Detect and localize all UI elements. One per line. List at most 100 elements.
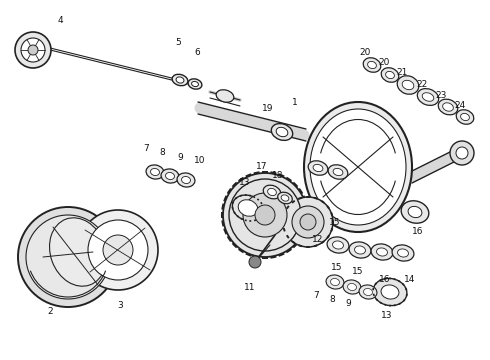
Circle shape xyxy=(78,210,158,290)
Ellipse shape xyxy=(349,242,371,258)
Ellipse shape xyxy=(368,61,376,69)
Circle shape xyxy=(15,32,51,68)
Circle shape xyxy=(229,179,301,251)
Circle shape xyxy=(21,38,45,62)
Ellipse shape xyxy=(333,168,343,176)
Ellipse shape xyxy=(417,89,439,105)
Text: 5: 5 xyxy=(175,37,181,46)
Text: 8: 8 xyxy=(329,294,335,303)
Ellipse shape xyxy=(177,173,195,187)
Text: 7: 7 xyxy=(143,144,149,153)
Text: 15: 15 xyxy=(352,267,364,276)
Circle shape xyxy=(223,173,307,257)
Ellipse shape xyxy=(402,80,414,90)
Ellipse shape xyxy=(364,288,372,296)
Ellipse shape xyxy=(308,161,328,175)
Ellipse shape xyxy=(392,245,414,261)
Text: 7: 7 xyxy=(313,291,319,300)
Ellipse shape xyxy=(181,176,191,184)
Ellipse shape xyxy=(381,285,399,299)
Ellipse shape xyxy=(310,109,406,225)
Ellipse shape xyxy=(397,249,409,257)
Ellipse shape xyxy=(386,71,394,78)
Ellipse shape xyxy=(276,127,288,137)
Circle shape xyxy=(249,256,261,268)
Ellipse shape xyxy=(397,76,419,94)
Ellipse shape xyxy=(461,113,469,121)
Ellipse shape xyxy=(313,165,323,172)
Circle shape xyxy=(456,147,468,159)
Text: 10: 10 xyxy=(194,156,206,165)
Circle shape xyxy=(450,141,474,165)
Ellipse shape xyxy=(363,58,381,72)
Ellipse shape xyxy=(150,168,159,176)
Ellipse shape xyxy=(381,68,399,82)
Circle shape xyxy=(26,215,110,299)
Ellipse shape xyxy=(373,278,407,306)
Ellipse shape xyxy=(355,246,366,254)
Ellipse shape xyxy=(146,165,164,179)
Circle shape xyxy=(292,206,324,238)
Ellipse shape xyxy=(271,123,293,140)
Text: 9: 9 xyxy=(177,153,183,162)
Text: 16: 16 xyxy=(379,275,391,284)
Ellipse shape xyxy=(333,241,343,249)
Ellipse shape xyxy=(188,79,202,89)
Text: 15: 15 xyxy=(331,262,343,271)
Ellipse shape xyxy=(343,280,361,294)
Text: 20: 20 xyxy=(359,48,371,57)
Ellipse shape xyxy=(328,165,348,179)
Ellipse shape xyxy=(327,237,349,253)
Circle shape xyxy=(88,220,148,280)
Ellipse shape xyxy=(359,285,377,299)
Text: 2: 2 xyxy=(47,307,53,316)
Ellipse shape xyxy=(442,103,453,111)
Text: 12: 12 xyxy=(312,235,324,244)
Ellipse shape xyxy=(161,169,179,183)
Text: 8: 8 xyxy=(159,148,165,157)
Text: 4: 4 xyxy=(57,15,63,24)
Ellipse shape xyxy=(49,218,106,286)
Text: 20: 20 xyxy=(378,58,390,67)
Text: 18: 18 xyxy=(272,171,284,180)
Text: 17: 17 xyxy=(256,162,268,171)
Ellipse shape xyxy=(176,77,184,83)
Ellipse shape xyxy=(376,248,388,256)
Ellipse shape xyxy=(216,90,234,102)
Circle shape xyxy=(103,235,133,265)
Ellipse shape xyxy=(192,81,198,86)
Ellipse shape xyxy=(408,206,422,217)
Ellipse shape xyxy=(166,172,174,180)
Ellipse shape xyxy=(172,74,188,86)
Circle shape xyxy=(255,205,275,225)
Text: 24: 24 xyxy=(454,100,466,109)
Circle shape xyxy=(300,214,316,230)
Ellipse shape xyxy=(304,102,412,232)
Circle shape xyxy=(283,197,333,247)
Text: 1: 1 xyxy=(292,98,298,107)
Text: 9: 9 xyxy=(345,300,351,309)
Circle shape xyxy=(18,207,118,307)
Text: 14: 14 xyxy=(404,275,416,284)
Ellipse shape xyxy=(268,188,276,195)
Ellipse shape xyxy=(278,192,293,204)
Ellipse shape xyxy=(331,279,340,285)
Ellipse shape xyxy=(371,244,393,260)
Text: 11: 11 xyxy=(244,283,256,292)
Ellipse shape xyxy=(326,275,344,289)
Ellipse shape xyxy=(232,195,264,221)
Ellipse shape xyxy=(263,185,281,199)
Ellipse shape xyxy=(456,110,474,124)
Ellipse shape xyxy=(238,200,258,216)
Ellipse shape xyxy=(438,99,458,115)
Text: 13: 13 xyxy=(239,177,251,186)
Ellipse shape xyxy=(401,201,429,223)
Text: 13: 13 xyxy=(381,311,393,320)
Text: 23: 23 xyxy=(435,90,447,99)
Text: 21: 21 xyxy=(396,68,408,77)
Text: 15: 15 xyxy=(329,217,341,226)
Ellipse shape xyxy=(281,195,289,201)
Text: 22: 22 xyxy=(416,80,428,89)
Text: 3: 3 xyxy=(117,301,123,310)
Text: 16: 16 xyxy=(412,228,424,237)
